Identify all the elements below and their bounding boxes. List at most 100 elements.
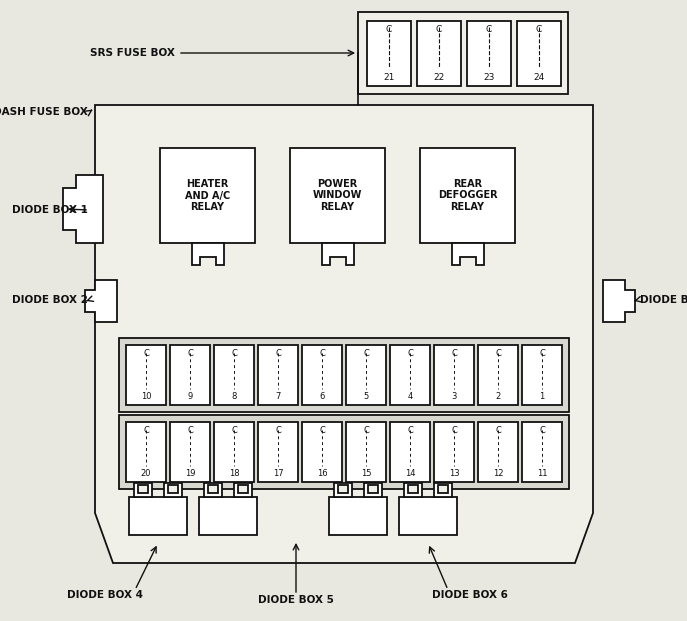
Text: C: C: [275, 349, 281, 358]
Bar: [302, 345, 342, 405]
Text: C: C: [495, 426, 501, 435]
Text: DIODE BOX 6: DIODE BOX 6: [432, 590, 508, 600]
Text: C: C: [319, 349, 325, 358]
Bar: [367, 21, 411, 86]
Text: HEATER
AND A/C
RELAY: HEATER AND A/C RELAY: [185, 179, 230, 212]
Bar: [522, 422, 562, 482]
Text: 1: 1: [539, 392, 545, 401]
Text: 12: 12: [493, 469, 504, 478]
Bar: [170, 345, 210, 405]
Text: C: C: [451, 349, 457, 358]
Text: C: C: [319, 426, 325, 435]
Text: C: C: [363, 426, 369, 435]
Text: C: C: [363, 349, 369, 358]
Text: 19: 19: [185, 469, 195, 478]
Text: 5: 5: [363, 392, 369, 401]
Polygon shape: [603, 280, 635, 322]
Text: DIODE BOX 4: DIODE BOX 4: [67, 590, 143, 600]
Bar: [478, 422, 518, 482]
Polygon shape: [85, 280, 117, 322]
Bar: [258, 345, 298, 405]
Bar: [358, 12, 568, 94]
Text: C: C: [275, 426, 281, 435]
Bar: [238, 485, 248, 493]
Bar: [129, 497, 187, 535]
Bar: [434, 422, 474, 482]
Bar: [390, 422, 430, 482]
Text: DIODE BOX 2: DIODE BOX 2: [12, 295, 88, 305]
Text: 2: 2: [495, 392, 501, 401]
Bar: [434, 483, 452, 497]
Text: C: C: [231, 349, 237, 358]
Bar: [170, 422, 210, 482]
Text: 20: 20: [141, 469, 151, 478]
Bar: [126, 422, 166, 482]
Bar: [420, 148, 515, 243]
Bar: [138, 485, 148, 493]
Bar: [126, 345, 166, 405]
Text: 23: 23: [484, 73, 495, 82]
Text: C: C: [436, 25, 442, 34]
Text: C: C: [536, 25, 542, 34]
Text: C: C: [143, 349, 149, 358]
Text: DIODE BOX 3: DIODE BOX 3: [640, 295, 687, 305]
Text: POWER
WINDOW
RELAY: POWER WINDOW RELAY: [313, 179, 362, 212]
Bar: [214, 345, 254, 405]
Bar: [199, 497, 257, 535]
Text: DASH FUSE BOX: DASH FUSE BOX: [0, 107, 88, 117]
Polygon shape: [95, 105, 593, 563]
Bar: [338, 485, 348, 493]
Text: C: C: [231, 426, 237, 435]
Polygon shape: [322, 243, 354, 265]
Bar: [119, 415, 569, 489]
Bar: [364, 483, 382, 497]
Text: C: C: [539, 349, 545, 358]
Text: 17: 17: [273, 469, 283, 478]
Text: 3: 3: [451, 392, 457, 401]
Bar: [160, 148, 255, 243]
Text: REAR
DEFOGGER
RELAY: REAR DEFOGGER RELAY: [438, 179, 497, 212]
Bar: [404, 483, 422, 497]
Text: 6: 6: [319, 392, 325, 401]
Bar: [467, 21, 511, 86]
Polygon shape: [192, 243, 223, 265]
Polygon shape: [451, 243, 484, 265]
Text: C: C: [143, 426, 149, 435]
Bar: [517, 21, 561, 86]
Bar: [346, 422, 386, 482]
Text: C: C: [451, 426, 457, 435]
Bar: [522, 345, 562, 405]
Bar: [434, 345, 474, 405]
Bar: [234, 483, 252, 497]
Text: C: C: [407, 349, 413, 358]
Text: 10: 10: [141, 392, 151, 401]
Text: 15: 15: [361, 469, 371, 478]
Bar: [290, 148, 385, 243]
Bar: [329, 497, 387, 535]
Text: C: C: [495, 349, 501, 358]
Text: 14: 14: [405, 469, 415, 478]
Bar: [346, 345, 386, 405]
Text: C: C: [539, 426, 545, 435]
Bar: [438, 485, 448, 493]
Text: SRS FUSE BOX: SRS FUSE BOX: [90, 48, 175, 58]
Bar: [478, 345, 518, 405]
Bar: [168, 485, 178, 493]
Text: 16: 16: [317, 469, 327, 478]
Text: 21: 21: [383, 73, 395, 82]
Text: C: C: [187, 426, 193, 435]
Bar: [164, 483, 182, 497]
Text: C: C: [486, 25, 492, 34]
Text: C: C: [386, 25, 392, 34]
Bar: [368, 485, 378, 493]
Text: 8: 8: [232, 392, 237, 401]
Bar: [134, 483, 152, 497]
Bar: [204, 483, 222, 497]
Text: 24: 24: [533, 73, 545, 82]
Bar: [417, 21, 461, 86]
Bar: [408, 485, 418, 493]
Bar: [302, 422, 342, 482]
Text: DIODE BOX 5: DIODE BOX 5: [258, 595, 334, 605]
Text: 4: 4: [407, 392, 413, 401]
Bar: [119, 338, 569, 412]
